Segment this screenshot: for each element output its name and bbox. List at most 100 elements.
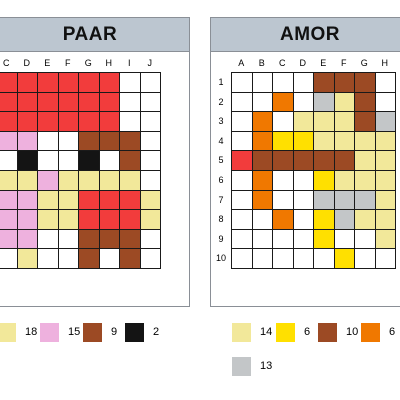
grid-cell[interactable] xyxy=(333,91,355,113)
grid-cell[interactable] xyxy=(231,111,253,132)
grid-cell[interactable] xyxy=(374,189,396,211)
grid-cell[interactable] xyxy=(374,150,396,171)
grid-cell[interactable] xyxy=(292,209,314,230)
grid-cell[interactable] xyxy=(139,169,161,191)
grid-cell[interactable] xyxy=(139,248,161,269)
grid-cell[interactable] xyxy=(251,248,273,269)
grid-cell[interactable] xyxy=(333,169,355,191)
grid-cell[interactable] xyxy=(292,130,314,152)
grid-cell[interactable] xyxy=(57,209,79,230)
grid-cell[interactable] xyxy=(374,228,396,250)
grid-cell[interactable] xyxy=(313,169,335,191)
grid-cell[interactable] xyxy=(272,72,294,93)
grid-cell[interactable] xyxy=(57,91,79,113)
grid-cell[interactable] xyxy=(57,169,79,191)
grid-cell[interactable] xyxy=(333,209,355,230)
grid-cell[interactable] xyxy=(251,150,273,171)
grid-cell[interactable] xyxy=(78,150,100,171)
grid-cell[interactable] xyxy=(0,111,18,132)
grid-cell[interactable] xyxy=(231,248,253,269)
grid-cell[interactable] xyxy=(78,72,100,93)
grid-cell[interactable] xyxy=(98,209,120,230)
grid-cell[interactable] xyxy=(374,111,396,132)
grid-cell[interactable] xyxy=(98,169,120,191)
grid-cell[interactable] xyxy=(374,209,396,230)
grid-cell[interactable] xyxy=(37,248,59,269)
grid-cell[interactable] xyxy=(57,228,79,250)
grid-cell[interactable] xyxy=(119,130,141,152)
grid-cell[interactable] xyxy=(139,228,161,250)
grid-cell[interactable] xyxy=(37,111,59,132)
grid-cell[interactable] xyxy=(139,130,161,152)
grid-cell[interactable] xyxy=(98,150,120,171)
grid-cell[interactable] xyxy=(272,150,294,171)
grid-cell[interactable] xyxy=(98,111,120,132)
grid-cell[interactable] xyxy=(37,209,59,230)
grid-cell[interactable] xyxy=(16,169,38,191)
grid-cell[interactable] xyxy=(354,72,376,93)
grid-cell[interactable] xyxy=(272,248,294,269)
grid-cell[interactable] xyxy=(374,72,396,93)
grid-cell[interactable] xyxy=(98,228,120,250)
grid-cell[interactable] xyxy=(98,130,120,152)
grid-cell[interactable] xyxy=(272,111,294,132)
grid-cell[interactable] xyxy=(98,91,120,113)
grid-cell[interactable] xyxy=(16,72,38,93)
grid-cell[interactable] xyxy=(333,111,355,132)
grid-cell[interactable] xyxy=(354,209,376,230)
grid-cell[interactable] xyxy=(37,72,59,93)
grid-cell[interactable] xyxy=(37,91,59,113)
grid-cell[interactable] xyxy=(57,111,79,132)
grid-cell[interactable] xyxy=(251,130,273,152)
grid-cell[interactable] xyxy=(231,130,253,152)
grid-cell[interactable] xyxy=(98,72,120,93)
grid-cell[interactable] xyxy=(354,91,376,113)
grid-cell[interactable] xyxy=(231,228,253,250)
grid-cell[interactable] xyxy=(251,111,273,132)
grid-cell[interactable] xyxy=(139,150,161,171)
grid-cell[interactable] xyxy=(78,130,100,152)
grid-cell[interactable] xyxy=(251,91,273,113)
grid-cell[interactable] xyxy=(333,130,355,152)
grid-cell[interactable] xyxy=(292,169,314,191)
grid-cell[interactable] xyxy=(251,228,273,250)
grid-cell[interactable] xyxy=(119,91,141,113)
grid-cell[interactable] xyxy=(272,228,294,250)
grid-cell[interactable] xyxy=(313,111,335,132)
grid-cell[interactable] xyxy=(231,91,253,113)
grid-cell[interactable] xyxy=(231,189,253,211)
grid-cell[interactable] xyxy=(16,189,38,211)
grid-cell[interactable] xyxy=(354,228,376,250)
grid-cell[interactable] xyxy=(251,169,273,191)
grid-cell[interactable] xyxy=(354,189,376,211)
grid-cell[interactable] xyxy=(57,130,79,152)
grid-cell[interactable] xyxy=(354,248,376,269)
grid-cell[interactable] xyxy=(231,72,253,93)
grid-cell[interactable] xyxy=(139,72,161,93)
grid-cell[interactable] xyxy=(16,248,38,269)
grid-cell[interactable] xyxy=(16,150,38,171)
grid-cell[interactable] xyxy=(119,111,141,132)
grid-cell[interactable] xyxy=(272,209,294,230)
grid-cell[interactable] xyxy=(0,248,18,269)
grid-cell[interactable] xyxy=(272,130,294,152)
grid-cell[interactable] xyxy=(251,189,273,211)
grid-cell[interactable] xyxy=(78,189,100,211)
grid-cell[interactable] xyxy=(0,169,18,191)
grid-cell[interactable] xyxy=(0,189,18,211)
grid-cell[interactable] xyxy=(313,189,335,211)
grid-cell[interactable] xyxy=(98,189,120,211)
grid-cell[interactable] xyxy=(119,209,141,230)
grid-cell[interactable] xyxy=(98,248,120,269)
grid-cell[interactable] xyxy=(354,150,376,171)
grid-cell[interactable] xyxy=(78,228,100,250)
grid-cell[interactable] xyxy=(333,228,355,250)
grid-cell[interactable] xyxy=(16,228,38,250)
grid-cell[interactable] xyxy=(231,209,253,230)
grid-cell[interactable] xyxy=(37,130,59,152)
grid-cell[interactable] xyxy=(354,130,376,152)
grid-cell[interactable] xyxy=(37,150,59,171)
grid-cell[interactable] xyxy=(78,248,100,269)
grid-cell[interactable] xyxy=(231,169,253,191)
grid-cell[interactable] xyxy=(374,169,396,191)
